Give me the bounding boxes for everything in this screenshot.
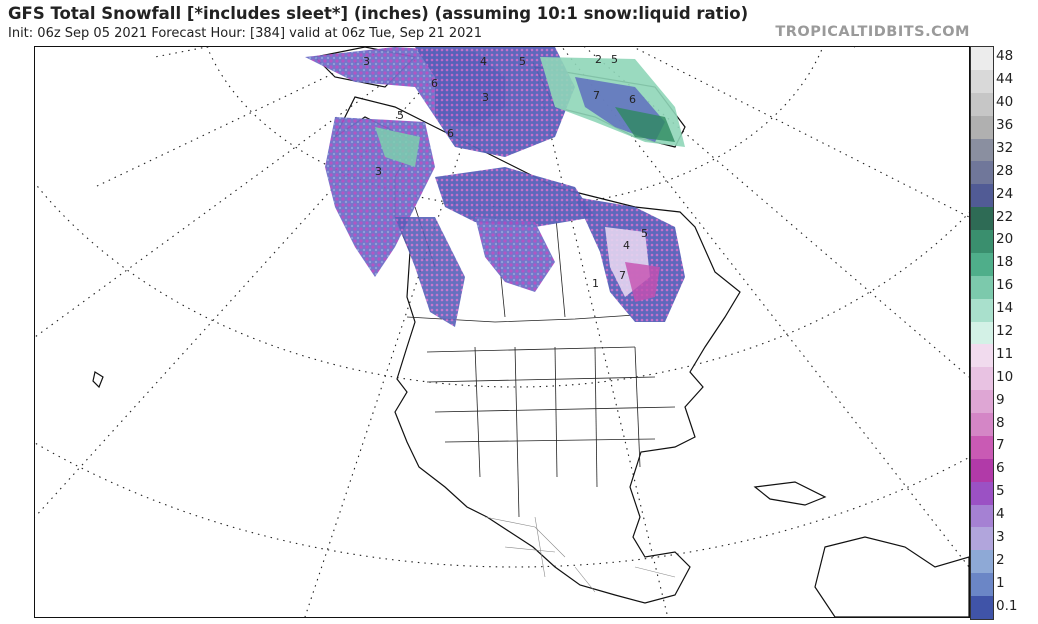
color-scale-label: 14 — [996, 300, 1014, 317]
color-scale-swatch — [971, 481, 993, 506]
color-scale-label: 48 — [996, 48, 1014, 65]
color-scale-swatch — [971, 47, 993, 71]
color-scale-label: 40 — [996, 94, 1014, 111]
color-scale-swatch — [971, 161, 993, 185]
color-scale-swatch — [971, 92, 993, 117]
color-scale-label: 24 — [996, 185, 1014, 202]
snow-amount-label: 1 — [592, 277, 599, 290]
color-scale-swatch — [971, 596, 993, 620]
snow-amount-label: 7 — [593, 89, 600, 102]
color-scale-label: 11 — [996, 345, 1014, 362]
snow-amount-label: 5 — [519, 55, 526, 68]
color-scale-swatch — [971, 367, 993, 391]
color-scale-label: 8 — [996, 414, 1005, 431]
forecast-validity-line: Init: 06z Sep 05 2021 Forecast Hour: [38… — [8, 26, 482, 41]
color-scale-swatch — [971, 298, 993, 323]
color-scale-swatch — [971, 573, 993, 597]
snow-amount-label: 5 — [611, 53, 618, 66]
color-scale-swatch — [971, 207, 993, 231]
snow-amount-label: 5 — [641, 227, 648, 240]
snow-amount-label: 3 — [482, 91, 489, 104]
color-scale-swatch — [971, 138, 993, 162]
color-scale-label: 2 — [996, 551, 1005, 568]
color-scale-swatch — [971, 115, 993, 139]
color-scale-label: 1 — [996, 574, 1005, 591]
snow-amount-label: 7 — [619, 269, 626, 282]
snow-amount-label: 4 — [480, 55, 487, 68]
snowfall-map: 3 4 5 3 6 6 5 2 7 5 3 6 5 7 1 4 — [34, 46, 970, 618]
color-scale-swatch — [971, 390, 993, 414]
color-scale-label: 16 — [996, 277, 1014, 294]
color-scale-label: 10 — [996, 368, 1014, 385]
color-scale-label: 6 — [996, 460, 1005, 477]
color-scale-swatch — [971, 321, 993, 345]
map-title: GFS Total Snowfall [*includes sleet*] (i… — [8, 4, 749, 23]
color-scale-swatch — [971, 550, 993, 574]
color-scale-label: 0.1 — [996, 597, 1018, 614]
brand-watermark: TROPICALTIDBITS.COM — [775, 24, 970, 40]
color-scale-swatch — [971, 344, 993, 368]
color-scale-label: 22 — [996, 208, 1014, 225]
snow-amount-label: 5 — [397, 109, 404, 122]
snow-amount-label: 4 — [623, 239, 630, 252]
color-scale-swatch — [971, 252, 993, 277]
color-scale-swatch — [971, 275, 993, 300]
snow-amount-label: 6 — [447, 127, 454, 140]
color-scale-swatch — [971, 184, 993, 208]
color-scale-label: 3 — [996, 528, 1005, 545]
color-scale-label: 4 — [996, 506, 1005, 523]
snowfall-value-labels: 3 4 5 3 6 6 5 2 7 5 3 6 5 7 1 4 — [363, 53, 648, 290]
snow-amount-label: 2 — [595, 53, 602, 66]
color-scale-swatch — [971, 504, 993, 528]
snow-amount-label: 6 — [431, 77, 438, 90]
color-scale-label: 36 — [996, 117, 1014, 134]
color-scale-swatch — [971, 230, 993, 254]
color-scale-label: 28 — [996, 162, 1014, 179]
color-scale-swatch — [971, 458, 993, 483]
color-scale-label: 32 — [996, 139, 1014, 156]
color-scale-label: 5 — [996, 483, 1005, 500]
snowfall-color-scale — [970, 46, 994, 620]
color-scale-label: 7 — [996, 437, 1005, 454]
snow-amount-label: 6 — [629, 93, 636, 106]
color-scale-label: 44 — [996, 71, 1014, 88]
color-scale-label: 12 — [996, 323, 1014, 339]
color-scale-swatch — [971, 413, 993, 437]
color-scale-label: 18 — [996, 254, 1014, 271]
color-scale-swatch — [971, 527, 993, 551]
color-scale-swatch — [971, 435, 993, 460]
color-scale-swatch — [971, 69, 993, 94]
snow-amount-label: 3 — [375, 165, 382, 178]
color-scale-label: 9 — [996, 391, 1005, 408]
snow-amount-label: 3 — [363, 55, 370, 68]
mexico-boundaries — [484, 516, 676, 593]
snowfall-shading — [305, 47, 685, 327]
color-scale-label: 20 — [996, 231, 1014, 248]
graticule — [35, 47, 969, 617]
political-boundaries — [406, 206, 676, 518]
